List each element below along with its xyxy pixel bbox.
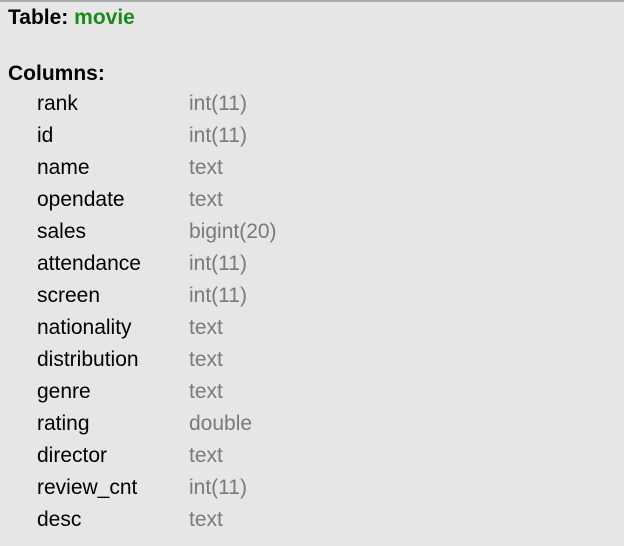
column-row: rank int(11) — [37, 91, 597, 123]
columns-heading: Columns: — [8, 62, 105, 85]
column-row: rating double — [37, 411, 597, 443]
column-name: rating — [37, 412, 90, 435]
column-row: id int(11) — [37, 123, 597, 155]
column-name: opendate — [37, 188, 125, 211]
column-row: desc text — [37, 507, 597, 539]
column-type: text — [189, 508, 223, 531]
column-row: name text — [37, 155, 597, 187]
column-name: sales — [37, 220, 87, 243]
table-name: movie — [74, 6, 135, 29]
column-name: desc — [37, 508, 82, 531]
column-row: opendate text — [37, 187, 597, 219]
column-type: bigint(20) — [189, 220, 277, 243]
column-row: nationality text — [37, 315, 597, 347]
column-type: text — [189, 348, 223, 371]
column-name: name — [37, 156, 90, 179]
column-row: screen int(11) — [37, 283, 597, 315]
column-name: id — [37, 124, 54, 147]
column-type: text — [189, 380, 223, 403]
table-label: Table: — [8, 6, 69, 29]
column-type: double — [189, 412, 253, 435]
column-type: text — [189, 444, 223, 467]
column-row: review_cnt int(11) — [37, 475, 597, 507]
column-name: review_cnt — [37, 476, 138, 499]
column-type: int(11) — [189, 92, 247, 115]
table-title: Table: movie — [8, 6, 135, 30]
column-name: director — [37, 444, 108, 467]
column-type: int(11) — [189, 252, 247, 275]
column-name: attendance — [37, 252, 141, 275]
column-name: rank — [37, 92, 78, 115]
column-row: distribution text — [37, 347, 597, 379]
column-name: screen — [37, 284, 101, 307]
column-row: attendance int(11) — [37, 251, 597, 283]
column-type: int(11) — [189, 124, 247, 147]
column-type: int(11) — [189, 476, 247, 499]
column-row: director text — [37, 443, 597, 475]
column-name: genre — [37, 380, 91, 403]
column-row: sales bigint(20) — [37, 219, 597, 251]
column-name: nationality — [37, 316, 132, 339]
column-type: text — [189, 316, 223, 339]
column-type: int(11) — [189, 284, 247, 307]
column-type: text — [189, 156, 223, 179]
column-type: text — [189, 188, 223, 211]
column-row: genre text — [37, 379, 597, 411]
column-list: rank int(11) id int(11) name text opendate text… — [37, 91, 597, 539]
column-name: distribution — [37, 348, 139, 371]
